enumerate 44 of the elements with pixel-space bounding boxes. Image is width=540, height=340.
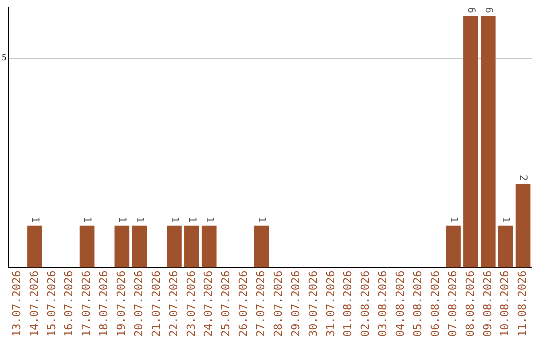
data-label: 6	[482, 7, 494, 14]
x-tick-label: 11.08.2026	[516, 270, 530, 338]
x-tick-label: 13.07.2026	[10, 270, 24, 338]
x-tick-label: 15.07.2026	[45, 270, 58, 338]
data-label: 1	[134, 216, 146, 223]
x-tick-label: 18.07.2026	[98, 270, 111, 338]
x-tick-label: 09.08.2026	[481, 270, 494, 338]
x-tick-label: 25.07.2026	[220, 270, 233, 338]
data-label: 2	[518, 174, 529, 181]
data-label: 1	[116, 216, 128, 223]
x-tick-label: 06.08.2026	[428, 270, 442, 338]
x-tick-label: 31.07.2026	[324, 270, 338, 338]
x-tick-label: 08.08.2026	[464, 270, 477, 338]
x-tick-label: 01.08.2026	[342, 270, 355, 338]
data-label: 1	[448, 216, 459, 223]
data-label: 1	[82, 216, 93, 223]
data-label: 6	[465, 7, 476, 14]
data-label: 1	[186, 216, 198, 223]
data-label: 1	[256, 216, 268, 223]
x-tick-label: 02.08.2026	[359, 270, 372, 338]
x-tick-label: 24.07.2026	[202, 270, 216, 338]
x-tick-label: 17.07.2026	[80, 270, 94, 338]
x-tick-label: 30.07.2026	[306, 270, 320, 338]
x-tick-label: 27.07.2026	[254, 270, 268, 338]
x-tick-label: 10.08.2026	[498, 270, 512, 338]
x-tick-label: 05.08.2026	[412, 270, 425, 338]
x-tick-label: 04.08.2026	[394, 270, 408, 338]
data-label: 1	[29, 216, 40, 223]
x-tick-label: 03.08.2026	[376, 270, 390, 338]
x-tick-label: 07.08.2026	[446, 270, 460, 338]
x-tick-label: 22.07.2026	[167, 270, 180, 338]
x-tick-label: 20.07.2026	[132, 270, 146, 338]
x-tick-label: 28.07.2026	[272, 270, 285, 338]
x-tick-label: 29.07.2026	[289, 270, 302, 338]
x-tick-label: 23.07.2026	[184, 270, 198, 338]
data-label: 1	[168, 216, 180, 223]
x-tick-label: 21.07.2026	[150, 270, 163, 338]
data-label: 1	[204, 216, 215, 223]
x-tick-label: 26.07.2026	[237, 270, 250, 338]
x-tick-label: 19.07.2026	[115, 270, 128, 338]
x-tick-label: 14.07.2026	[28, 270, 41, 338]
data-label: 1	[500, 216, 512, 223]
x-tick-label: 16.07.2026	[62, 270, 76, 338]
y-tick-label: 5	[2, 53, 7, 62]
